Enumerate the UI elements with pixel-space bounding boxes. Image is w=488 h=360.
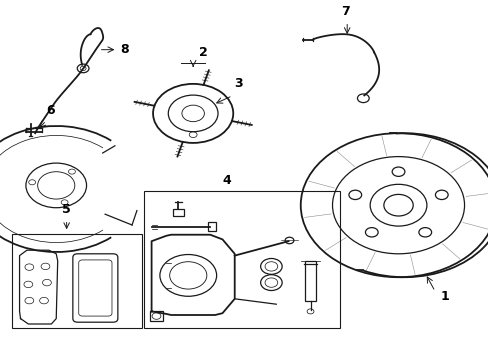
- Text: 7: 7: [341, 5, 349, 18]
- Bar: [12, 234, 142, 328]
- Text: 1: 1: [439, 291, 448, 303]
- Text: 5: 5: [62, 203, 71, 216]
- Bar: [172, 209, 184, 216]
- Bar: [207, 222, 215, 231]
- Text: 6: 6: [46, 104, 55, 117]
- Text: 2: 2: [199, 46, 207, 59]
- Text: 3: 3: [234, 77, 242, 90]
- Text: 4: 4: [222, 174, 230, 187]
- Bar: [144, 191, 339, 328]
- Text: 8: 8: [120, 43, 128, 56]
- Bar: [150, 311, 163, 321]
- Bar: [304, 261, 316, 301]
